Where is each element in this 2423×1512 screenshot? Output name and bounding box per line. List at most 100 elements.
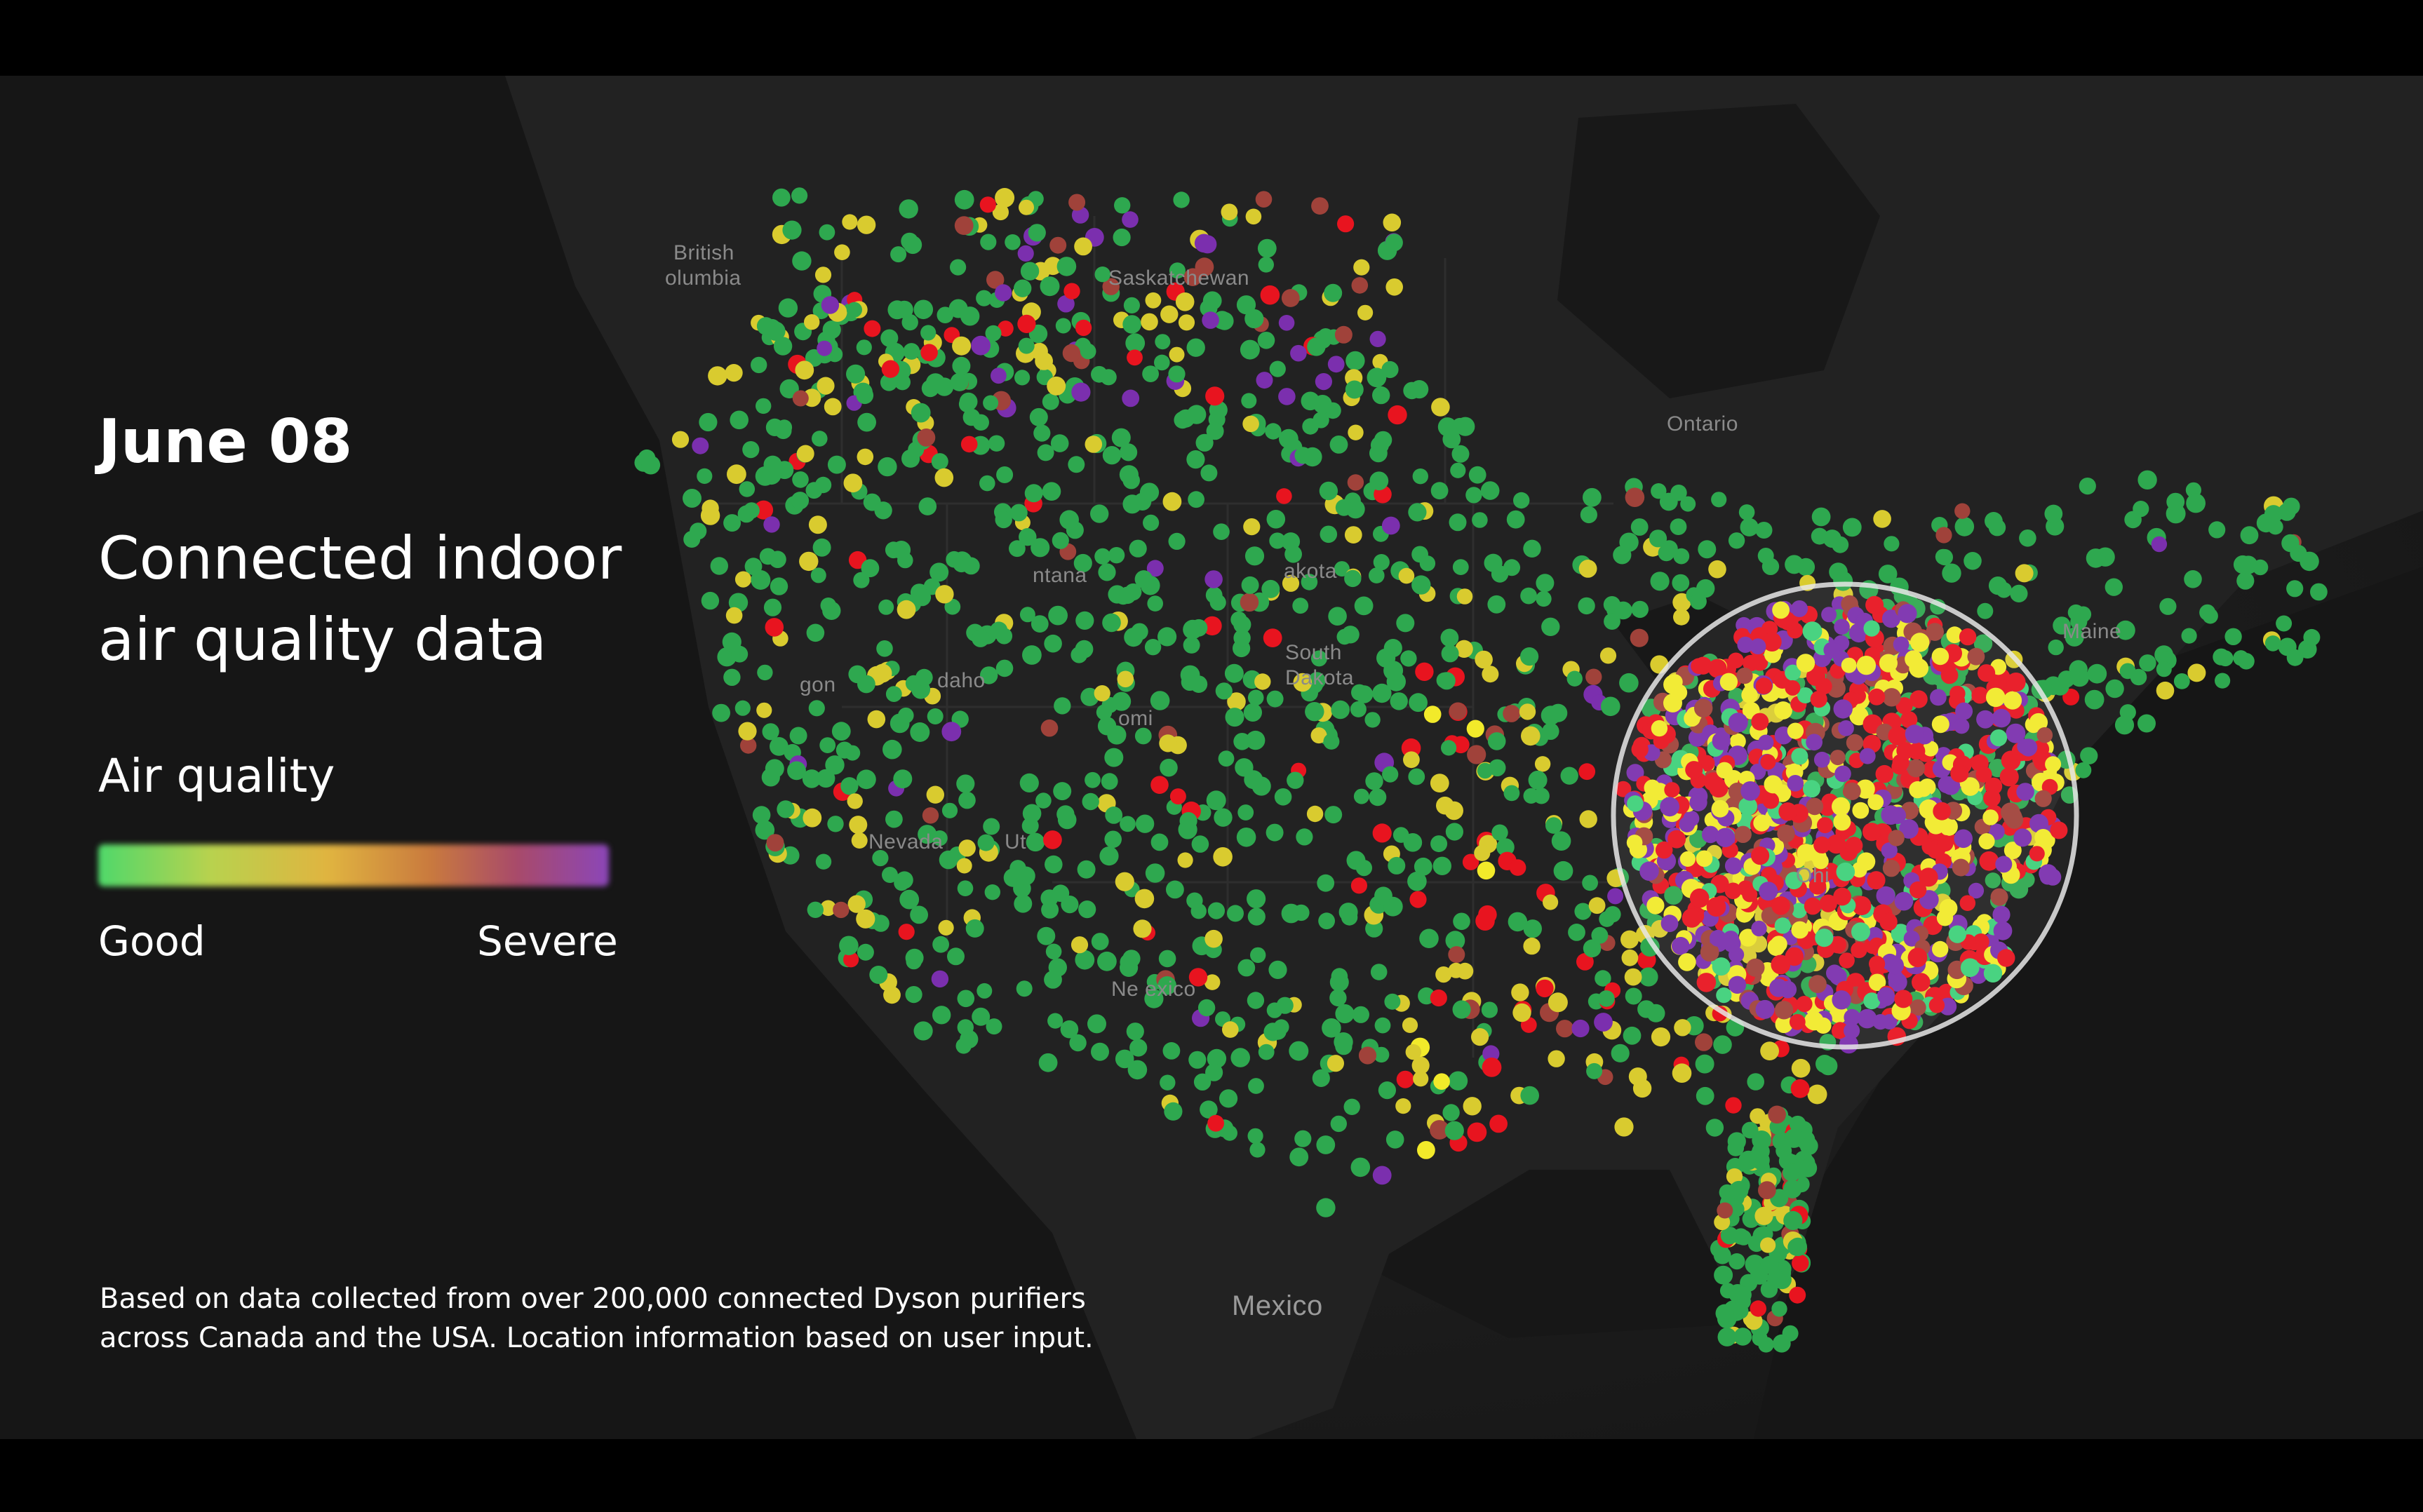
air-quality-point — [1489, 1114, 1508, 1133]
air-quality-point — [1877, 987, 1895, 1005]
air-quality-point — [1619, 532, 1639, 552]
air-quality-point — [1578, 597, 1595, 615]
air-quality-point — [1682, 908, 1702, 928]
air-quality-point — [1236, 828, 1256, 847]
air-quality-point — [742, 441, 760, 459]
air-quality-point — [976, 290, 993, 306]
air-quality-point — [995, 284, 1012, 302]
air-quality-point — [1755, 999, 1775, 1019]
air-quality-point — [1556, 1020, 1574, 1038]
air-quality-point — [1777, 824, 1795, 843]
air-quality-point — [701, 591, 720, 610]
air-quality-point — [1688, 729, 1707, 747]
air-quality-point — [1188, 968, 1208, 987]
air-quality-point — [1472, 512, 1488, 528]
air-quality-point — [1696, 579, 1715, 598]
air-quality-point — [1465, 487, 1482, 504]
air-quality-point — [1560, 767, 1578, 785]
air-quality-point — [792, 251, 812, 271]
air-quality-point — [1278, 315, 1295, 331]
air-quality-point — [2105, 679, 2124, 698]
air-quality-point — [1049, 236, 1067, 254]
air-quality-point — [1209, 594, 1226, 611]
air-quality-point — [1233, 733, 1251, 750]
air-quality-point — [1047, 1013, 1063, 1029]
air-quality-point — [1014, 279, 1032, 297]
air-quality-point — [857, 448, 874, 466]
air-quality-point — [1952, 858, 1970, 877]
air-quality-point — [1760, 1281, 1778, 1298]
air-quality-point — [1713, 1035, 1732, 1054]
air-quality-point — [1992, 708, 2011, 728]
air-quality-point — [1523, 919, 1542, 938]
air-quality-point — [1893, 636, 1909, 653]
air-quality-point — [1433, 1073, 1450, 1090]
air-quality-point — [958, 839, 976, 857]
air-quality-point — [931, 453, 948, 471]
air-quality-point — [2003, 842, 2022, 860]
air-quality-point — [1133, 919, 1152, 938]
air-quality-point — [2029, 713, 2048, 732]
legend-color-scale — [98, 844, 609, 886]
air-quality-point — [1126, 1022, 1144, 1041]
air-quality-point — [1791, 600, 1808, 617]
air-quality-point — [1736, 667, 1753, 684]
air-quality-point — [1028, 224, 1046, 242]
air-quality-point — [1869, 955, 1886, 972]
air-quality-point — [1269, 360, 1286, 377]
air-quality-point — [1463, 1097, 1482, 1116]
air-quality-point — [751, 356, 767, 374]
air-quality-point — [756, 702, 772, 718]
air-quality-point — [1250, 947, 1266, 964]
air-quality-point — [1441, 740, 1457, 756]
air-quality-point — [1204, 974, 1221, 990]
air-quality-point — [1010, 504, 1028, 522]
air-quality-point — [1727, 1132, 1746, 1151]
air-quality-point — [1279, 428, 1298, 449]
label-montana: ntana — [1033, 564, 1087, 587]
air-quality-point — [990, 621, 1008, 640]
air-quality-point — [2051, 677, 2069, 696]
air-quality-point — [1806, 734, 1823, 751]
air-quality-point — [1967, 647, 1985, 666]
air-quality-point — [1324, 806, 1343, 824]
air-quality-point — [1959, 628, 1977, 646]
air-quality-point — [1052, 532, 1069, 549]
map-viewport[interactable]: British olumbia Saskatchewan Ontario Mai… — [0, 76, 2423, 1439]
air-quality-point — [766, 834, 784, 852]
air-quality-point — [885, 686, 902, 702]
air-quality-point — [1707, 659, 1727, 678]
air-quality-point — [1855, 779, 1875, 799]
air-quality-point — [1964, 552, 1982, 570]
air-quality-point — [960, 306, 980, 326]
air-quality-point — [1512, 1003, 1531, 1022]
air-quality-point — [1102, 446, 1122, 465]
air-quality-point — [874, 501, 892, 520]
air-quality-point — [1144, 639, 1162, 656]
air-quality-point — [1899, 819, 1919, 839]
air-quality-point — [905, 986, 922, 1004]
air-quality-point — [938, 919, 954, 936]
air-quality-point — [1973, 634, 1993, 653]
air-quality-point — [759, 548, 777, 565]
air-quality-point — [1101, 696, 1118, 713]
air-quality-point — [878, 457, 897, 477]
air-quality-point — [1370, 436, 1389, 454]
air-quality-point — [1040, 276, 1060, 297]
air-quality-point — [1712, 957, 1731, 976]
air-quality-point — [1933, 802, 1952, 821]
air-quality-point — [984, 884, 1001, 900]
air-quality-point — [995, 188, 1015, 208]
air-quality-point — [1316, 1135, 1336, 1154]
air-quality-point — [1997, 949, 2015, 967]
air-quality-point — [1085, 771, 1101, 788]
air-quality-point — [1750, 638, 1766, 655]
air-quality-point — [1071, 382, 1091, 402]
air-quality-point — [846, 364, 866, 384]
air-quality-point — [1832, 990, 1851, 1010]
air-quality-point — [795, 360, 814, 380]
air-quality-point — [1411, 575, 1431, 595]
air-quality-point — [2264, 505, 2283, 524]
air-quality-point — [1716, 762, 1733, 779]
air-quality-point — [1973, 933, 1989, 950]
